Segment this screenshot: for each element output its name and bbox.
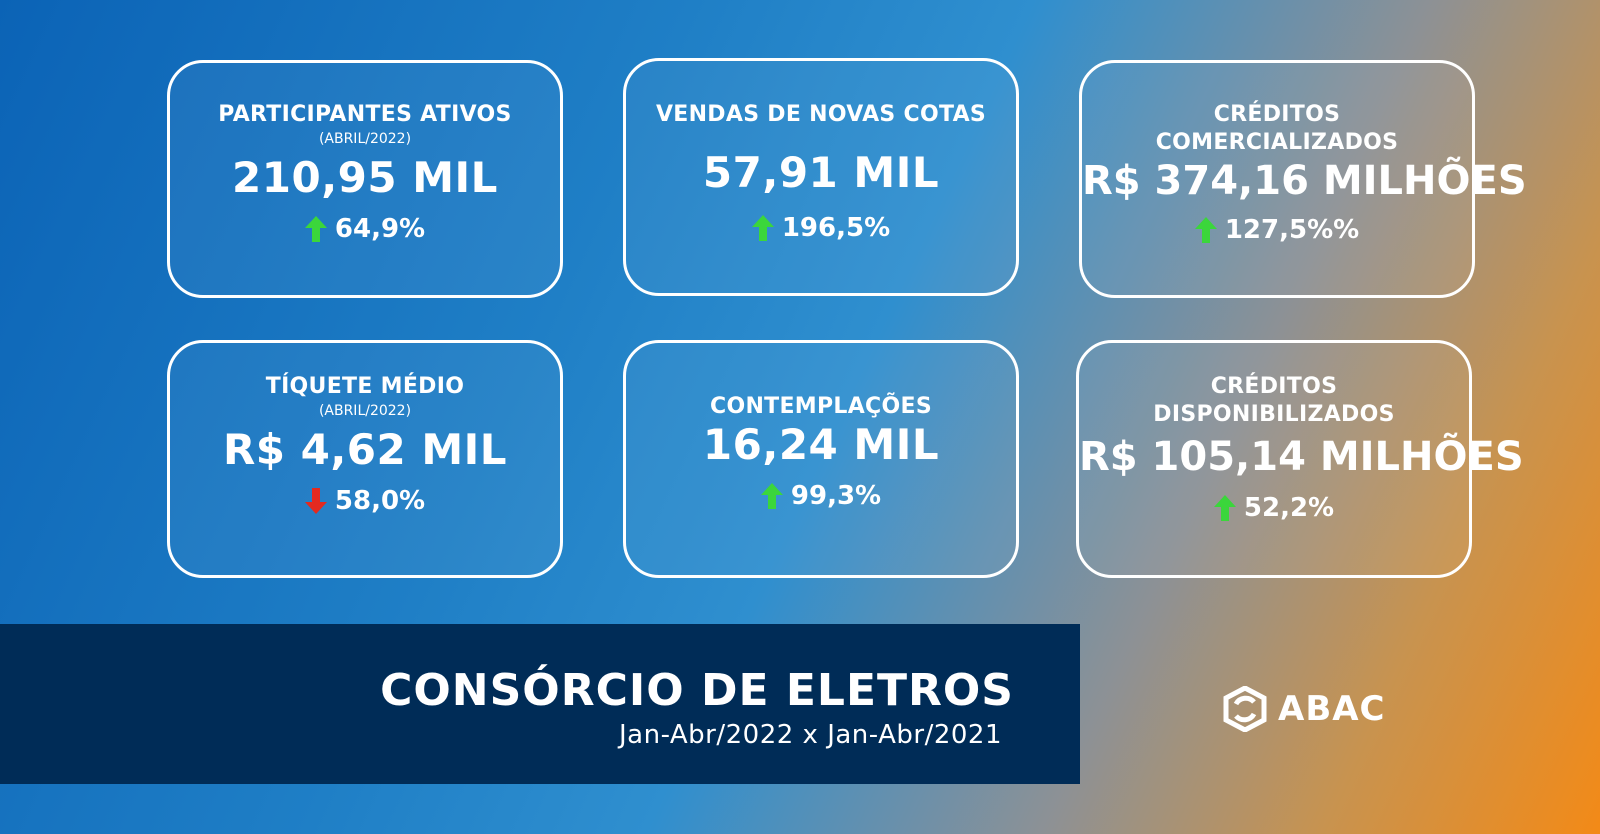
card-period: (ABRIL/2022) [318,403,412,419]
card-change: 99,3% [760,481,882,511]
card-value: 16,24 MIL [702,420,940,469]
title-banner: CONSÓRCIO DE ELETROS Jan-Abr/2022 x Jan-… [0,624,1080,784]
card-participantes-ativos: PARTICIPANTES ATIVOS (ABRIL/2022) 210,95… [167,60,563,298]
card-label: VENDAS DE NOVAS COTAS [655,102,987,127]
card-change: 64,9% [304,214,426,244]
arrow-down-icon [304,488,327,514]
card-creditos-disponibilizados: CRÉDITOS DISPONIBILIZADOS R$ 105,14 MILH… [1076,340,1524,578]
card-change-value: 196,5% [781,213,891,243]
card-label: TÍQUETE MÉDIO [265,374,465,399]
card-creditos-comercializados: CRÉDITOS COMERCIALIZADOS R$ 374,16 MILHÕ… [1079,60,1527,298]
card-change: 52,2% [1213,493,1335,523]
card-label-line2: COMERCIALIZADOS [1155,130,1399,155]
card-value: 57,91 MIL [702,148,940,197]
card-change-value: 127,5%% [1224,215,1360,245]
card-period: (ABRIL/2022) [318,131,412,147]
abac-logo: ABAC [1222,686,1386,732]
card-value: R$ 374,16 MILHÕES [1082,158,1527,204]
card-label-line2: DISPONIBILIZADOS [1153,402,1395,427]
card-change-value: 52,2% [1243,493,1335,523]
arrow-up-icon [1194,217,1217,243]
arrow-up-icon [760,483,783,509]
card-change-value: 58,0% [334,486,426,516]
card-change-value: 64,9% [334,214,426,244]
card-value: 210,95 MIL [232,153,498,202]
arrow-up-icon [1213,495,1236,521]
card-label-line1: CRÉDITOS [1210,374,1338,399]
card-label: PARTICIPANTES ATIVOS [218,102,512,127]
arrow-up-icon [304,216,327,242]
card-tiquete-medio: TÍQUETE MÉDIO (ABRIL/2022) R$ 4,62 MIL 5… [167,340,563,578]
card-value: R$ 4,62 MIL [222,425,508,474]
card-change: 196,5% [751,213,891,243]
abac-logo-text: ABAC [1278,689,1386,729]
card-label: CONTEMPLAÇÕES [710,394,932,419]
card-value: R$ 105,14 MILHÕES [1079,434,1524,480]
card-label-line1: CRÉDITOS [1213,102,1341,127]
card-change: 127,5%% [1194,215,1360,245]
card-change-value: 99,3% [790,481,882,511]
banner-subtitle: Jan-Abr/2022 x Jan-Abr/2021 [618,720,1002,750]
card-change: 58,0% [304,486,426,516]
banner-title: CONSÓRCIO DE ELETROS [380,665,1014,716]
card-contemplacoes: CONTEMPLAÇÕES 16,24 MIL 99,3% [623,340,1019,578]
arrow-up-icon [751,215,774,241]
abac-logo-icon [1223,686,1267,732]
card-vendas-novas-cotas: VENDAS DE NOVAS COTAS 57,91 MIL 196,5% [623,58,1019,296]
